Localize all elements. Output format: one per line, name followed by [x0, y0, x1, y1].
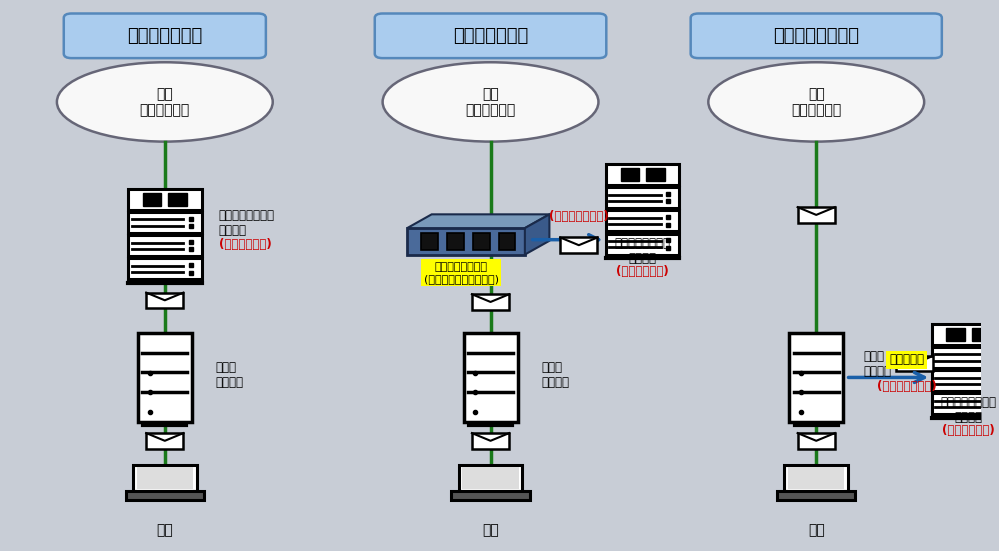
Bar: [896, 356, 933, 371]
Text: 社内: 社内: [483, 523, 499, 537]
Text: メール
サーバー: メール サーバー: [863, 350, 891, 377]
Bar: [146, 293, 184, 308]
Bar: [472, 433, 509, 449]
Bar: [784, 465, 848, 491]
Bar: [788, 467, 844, 489]
Bar: [128, 235, 202, 256]
Bar: [777, 491, 855, 500]
Text: 外部
ネットワーク: 外部 ネットワーク: [466, 87, 515, 117]
Text: スイッチングハブ
(ミラーポート機能搭載): スイッチングハブ (ミラーポート機能搭載): [424, 262, 499, 284]
FancyBboxPatch shape: [64, 14, 266, 58]
Bar: [646, 169, 664, 181]
Bar: [605, 234, 679, 255]
Bar: [128, 212, 202, 233]
Text: ゲートウェイ型: ゲートウェイ型: [127, 27, 203, 45]
Bar: [472, 294, 509, 310]
Polygon shape: [408, 214, 549, 228]
Text: ジャーナル連動型: ジャーナル連動型: [773, 27, 859, 45]
Text: ジャーナル: ジャーナル: [889, 353, 924, 366]
Text: (メールを保存): (メールを保存): [942, 424, 995, 437]
Text: (メールを保存): (メールを保存): [616, 264, 669, 278]
Bar: [448, 233, 464, 250]
Ellipse shape: [383, 62, 598, 142]
Bar: [605, 210, 679, 231]
Text: 外部
ネットワーク: 外部 ネットワーク: [140, 87, 190, 117]
Bar: [605, 187, 679, 208]
Ellipse shape: [708, 62, 924, 142]
FancyArrowPatch shape: [532, 235, 598, 245]
Bar: [797, 433, 835, 449]
Bar: [126, 491, 204, 500]
Bar: [499, 233, 515, 250]
FancyBboxPatch shape: [690, 14, 942, 58]
Text: メール
サーバー: メール サーバー: [216, 361, 244, 388]
Text: メールアーカイブ
サーバー: メールアーカイブ サーバー: [614, 237, 670, 264]
Bar: [459, 465, 522, 491]
Text: メールアーカイブ
サーバー: メールアーカイブ サーバー: [940, 397, 996, 424]
Bar: [169, 193, 187, 206]
Bar: [789, 333, 843, 422]
Bar: [128, 258, 202, 279]
Bar: [931, 324, 999, 345]
Bar: [605, 164, 679, 185]
Bar: [463, 467, 518, 489]
Bar: [128, 189, 202, 210]
Bar: [620, 169, 639, 181]
Bar: [146, 433, 184, 449]
Ellipse shape: [57, 62, 273, 142]
Text: 社内: 社内: [157, 523, 173, 537]
Bar: [464, 333, 517, 422]
Bar: [143, 193, 161, 206]
Bar: [422, 233, 438, 250]
Text: (メールを保存): (メールを保存): [219, 237, 272, 251]
Bar: [408, 228, 524, 255]
Polygon shape: [524, 214, 549, 255]
Bar: [972, 328, 990, 341]
Text: パケット収集型: パケット収集型: [453, 27, 528, 45]
Text: (メールをコピー): (メールをコピー): [549, 210, 608, 223]
Text: メール
サーバー: メール サーバー: [541, 361, 569, 388]
Text: 社内: 社内: [808, 523, 824, 537]
Bar: [137, 467, 193, 489]
FancyArrowPatch shape: [848, 372, 924, 382]
FancyBboxPatch shape: [375, 14, 606, 58]
Bar: [946, 328, 965, 341]
Bar: [931, 370, 999, 391]
Bar: [931, 347, 999, 368]
Bar: [931, 393, 999, 414]
Bar: [138, 333, 192, 422]
Bar: [133, 465, 197, 491]
Text: 外部
ネットワーク: 外部 ネットワーク: [791, 87, 841, 117]
Bar: [452, 491, 529, 500]
Bar: [474, 233, 490, 250]
Bar: [560, 237, 597, 253]
Text: (メールをコピー): (メールをコピー): [877, 380, 936, 393]
Text: メールアーカイブ
サーバー: メールアーカイブ サーバー: [219, 209, 275, 237]
Bar: [797, 207, 835, 223]
